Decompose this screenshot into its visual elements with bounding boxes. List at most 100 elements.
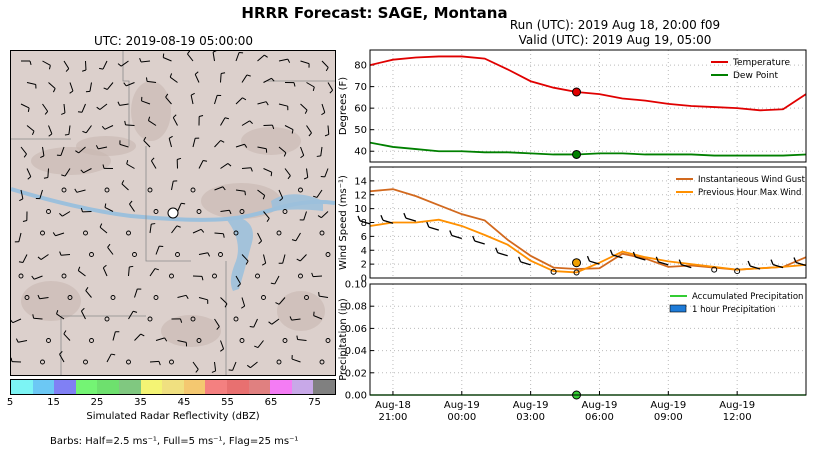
- barb-feather: [270, 282, 275, 285]
- barb-staff: [155, 245, 160, 255]
- wind-barb: [162, 53, 172, 62]
- wind-barb: [63, 60, 70, 72]
- barb-feather: [99, 67, 104, 70]
- barb-feather: [426, 221, 430, 228]
- wind-barb: [63, 330, 71, 341]
- barb-feather: [296, 258, 301, 262]
- calm-wind-marker: [46, 338, 51, 343]
- barb-feather: [194, 71, 199, 75]
- barb-staff: [98, 146, 108, 150]
- wind-barb: [75, 146, 86, 154]
- barb-staff: [149, 360, 160, 363]
- wind-barb: [198, 115, 204, 126]
- barb-feather: [63, 330, 67, 335]
- barb-feather: [380, 214, 384, 221]
- barb-staff: [119, 103, 129, 106]
- barb-staff: [149, 268, 156, 277]
- colorbar-tick-label: 35: [134, 397, 147, 408]
- wind-barb: [311, 272, 323, 278]
- current-time-marker: [572, 87, 582, 97]
- barb-feather: [221, 72, 226, 75]
- barb-feather: [165, 93, 169, 98]
- wind-barb: [291, 232, 301, 242]
- calm-wind-marker: [153, 209, 159, 214]
- wind-barb: [327, 82, 334, 94]
- barb-feather: [279, 197, 283, 202]
- colorbar-cell: [32, 380, 55, 394]
- barb-feather: [296, 335, 299, 340]
- barb-staff: [76, 189, 86, 193]
- wind-barb: [257, 54, 268, 62]
- barb-staff: [104, 206, 114, 212]
- wind-barb: [59, 251, 71, 256]
- barb-feather: [312, 86, 315, 91]
- barb-feather: [793, 257, 797, 263]
- wind-barb: [145, 77, 157, 83]
- y-tick-label: 60: [354, 104, 367, 115]
- barb-staff: [192, 138, 196, 148]
- barb-feather: [254, 345, 259, 349]
- barb-staff: [177, 203, 182, 212]
- barb-feather: [124, 120, 127, 125]
- barb-staff: [171, 181, 174, 191]
- barb-staff: [274, 275, 280, 285]
- barb-staff: [42, 60, 51, 66]
- y-tick-label: 10: [354, 204, 367, 215]
- barb-feather: [80, 169, 84, 174]
- wind-barb: [278, 103, 289, 111]
- barb-feather: [64, 133, 69, 136]
- barb-feather: [249, 326, 254, 328]
- current-time-marker: [572, 258, 582, 268]
- calm-wind-marker: [233, 230, 239, 236]
- y-tick-label: 0.06: [345, 324, 367, 335]
- wind-barb: [48, 125, 53, 137]
- calm-wind-marker: [239, 338, 245, 343]
- calm-wind-marker: [239, 209, 245, 214]
- barb-staff: [128, 311, 134, 320]
- barb-feather: [117, 63, 122, 67]
- wind-barb: [26, 82, 37, 89]
- wind-barb: [43, 168, 49, 179]
- barb-feather: [77, 111, 83, 113]
- barb-staff: [165, 96, 172, 105]
- calm-wind-marker: [325, 338, 331, 343]
- barb-staff: [405, 217, 417, 222]
- barb-feather: [250, 167, 253, 172]
- y-tick-label: 0: [361, 274, 367, 285]
- barb-feather: [162, 53, 165, 58]
- calm-wind-marker: [282, 338, 288, 343]
- barb-feather: [37, 294, 41, 299]
- wind-barb: [284, 82, 296, 87]
- barb-feather: [237, 283, 241, 287]
- barb-feather: [181, 202, 186, 205]
- colorbar-cell: [11, 380, 33, 394]
- barb-staff: [56, 313, 65, 320]
- barb-staff: [235, 143, 245, 148]
- barb-staff: [382, 219, 394, 224]
- barb-feather: [101, 125, 106, 130]
- barb-feather: [227, 163, 232, 167]
- station-wind-barb: [573, 269, 580, 276]
- barb-staff: [299, 254, 307, 262]
- x-tick-time: 00:00: [447, 412, 476, 423]
- barb-staff: [214, 361, 217, 371]
- wind-barb: [121, 180, 129, 191]
- station-wind-barb: [550, 268, 557, 275]
- barb-feather: [154, 268, 159, 271]
- barb-feather: [270, 172, 273, 177]
- wind-barb: [257, 189, 266, 200]
- wind-barb: [149, 223, 156, 234]
- barb-feather: [311, 272, 314, 277]
- barb-staff: [194, 74, 200, 83]
- calm-wind-marker: [276, 230, 282, 236]
- valid-time-label: Valid (UTC): 2019 Aug 19, 05:00: [518, 33, 712, 47]
- wind-barb: [26, 125, 35, 136]
- barb-feather: [99, 223, 103, 228]
- barb-staff: [171, 225, 178, 234]
- barb-staff: [121, 183, 129, 191]
- wind-barb: [190, 92, 195, 105]
- barb-feather: [216, 326, 220, 330]
- barb-feather: [300, 155, 305, 159]
- county-border: [145, 146, 191, 262]
- wind-barb: [95, 145, 108, 150]
